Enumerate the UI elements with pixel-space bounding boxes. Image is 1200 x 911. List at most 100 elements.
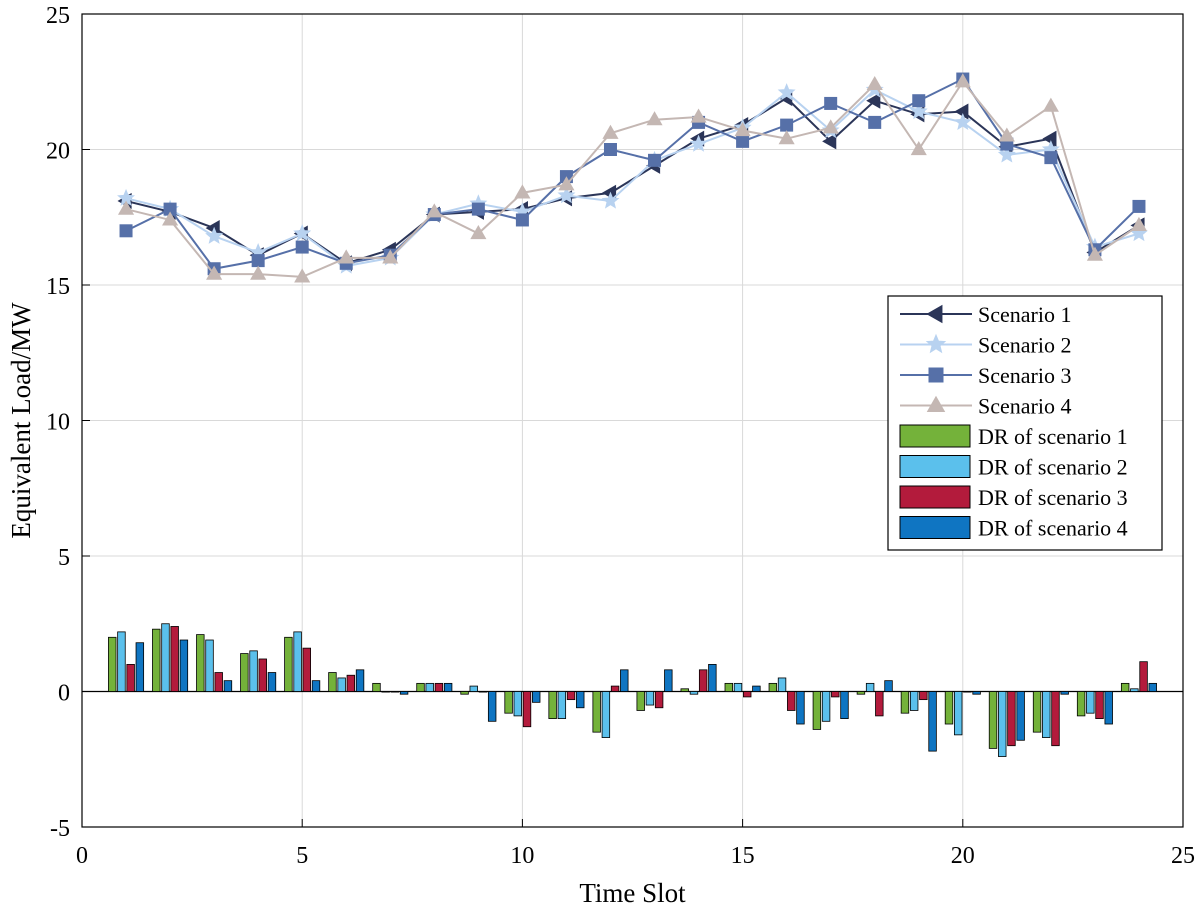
scenario-1-point	[1042, 130, 1057, 147]
dr-bar-scenario-3	[1139, 661, 1148, 692]
dr-bar-scenario-1	[988, 691, 998, 749]
dr-bar-scenario-1	[240, 653, 249, 692]
dr-bar-scenario-2	[645, 691, 655, 706]
dr-bar-scenario-1	[900, 691, 910, 714]
dr-bar-scenario-2	[1130, 688, 1139, 692]
legend-swatch	[899, 485, 971, 509]
scenario-4-point	[338, 249, 355, 264]
dr-bar-scenario-4	[708, 664, 717, 692]
dr-bar-scenario-2	[909, 691, 919, 711]
dr-bar-scenario-3	[1051, 691, 1060, 747]
dr-bar-scenario-1	[680, 688, 689, 692]
scenario-4-point	[734, 122, 751, 137]
scenario-2-point	[293, 224, 312, 242]
dr-bar-scenario-2	[733, 682, 743, 692]
dr-bar-scenario-4	[267, 672, 277, 692]
dr-bar-scenario-1	[504, 691, 513, 714]
legend-swatch	[899, 424, 971, 448]
legend-label: DR of scenario 2	[978, 455, 1128, 480]
y-tick-label: 20	[46, 139, 70, 165]
dr-bar-scenario-4	[884, 680, 893, 692]
dr-bar-scenario-3	[170, 626, 179, 692]
scenario-4-point	[470, 225, 487, 240]
y-tick-label: -5	[50, 816, 70, 842]
scenario-2-point	[997, 145, 1016, 163]
legend-item-scenario-4: Scenario 4	[900, 394, 1071, 419]
dr-bar-scenario-4	[1104, 691, 1113, 725]
scenario-3-point	[912, 94, 926, 108]
legend-item-dr-scenario-1: DR of scenario 1	[899, 424, 1128, 449]
dr-bar-scenario-4	[928, 691, 937, 752]
x-tick-label: 20	[951, 843, 975, 869]
dr-bar-scenario-4	[840, 691, 849, 720]
dr-bar-scenario-1	[944, 691, 954, 725]
legend-label: Scenario 3	[978, 363, 1071, 388]
dr-bar-scenario-2	[954, 691, 963, 736]
scenario-2-line	[125, 88, 1140, 268]
scenario-3-point	[1132, 199, 1146, 213]
x-tick-label: 5	[296, 843, 308, 869]
scenario-3-point	[824, 96, 838, 110]
scenario-4-point	[206, 265, 223, 280]
dr-bar-scenario-3	[610, 685, 620, 692]
scenario-4-point	[690, 108, 707, 123]
dr-bar-scenario-3	[698, 669, 708, 692]
dr-bar-scenario-2	[469, 685, 478, 692]
dr-bar-scenario-1	[196, 634, 205, 692]
dr-bar-scenario-1	[372, 682, 381, 692]
scenario-3-point	[471, 202, 485, 216]
dr-bar-scenario-3	[654, 691, 664, 709]
scenario-4-series	[117, 73, 1148, 283]
dr-bar-scenario-3	[478, 691, 488, 693]
scenario-4-point	[382, 249, 399, 264]
scenario-2-series	[117, 80, 1148, 274]
dr-bar-scenario-1	[1120, 682, 1130, 692]
x-axis-label: Time Slot	[579, 878, 686, 908]
legend-label: DR of scenario 3	[978, 485, 1128, 510]
dr-bar-scenario-1	[460, 691, 469, 695]
dr-bar-scenario-1	[1076, 691, 1086, 717]
scenario-4-point	[998, 127, 1015, 142]
dr-bar-scenario-2	[689, 691, 699, 695]
dr-bar-scenario-2	[337, 677, 346, 692]
dr-bar-scenario-1	[548, 691, 557, 720]
dr-bar-scenario-2	[293, 631, 302, 692]
scenario-3-point	[119, 224, 133, 238]
dr-bar-scenario-3	[302, 647, 311, 692]
dr-bar-scenario-3	[743, 691, 752, 698]
dr-bar-scenario-4	[532, 691, 541, 703]
dr-bar-scenario-1	[856, 691, 866, 695]
dr-bar-scenario-4	[796, 691, 805, 725]
dr-bar-scenario-2	[117, 631, 126, 692]
dr-bar-scenario-2	[1042, 691, 1051, 738]
scenario-4-point	[1042, 97, 1059, 112]
y-tick-label: 10	[46, 410, 70, 436]
dr-bar-scenario-1	[1032, 691, 1042, 733]
scenario-1-point	[866, 92, 881, 109]
dr-bar-scenario-2	[161, 623, 170, 692]
dr-bar-scenario-1	[636, 691, 645, 711]
dr-bar-scenario-1	[416, 682, 425, 692]
scenario-4-point	[1130, 216, 1148, 231]
legend-marker	[926, 304, 943, 324]
dr-bar-scenario-4	[972, 691, 981, 695]
dr-bar-scenario-4	[399, 691, 409, 695]
legend: Scenario 1 Scenario 2 Scenario 3 Scenario 4…	[887, 295, 1163, 551]
scenario-2-point	[601, 191, 620, 209]
dr-bar-scenario-4	[179, 639, 189, 692]
scenario-3-point	[515, 213, 529, 227]
legend-item-dr-scenario-3: DR of scenario 3	[899, 485, 1128, 510]
dr-bar-scenario-3	[787, 691, 796, 711]
dr-bar-scenario-3	[390, 691, 400, 693]
dr-bar-scenario-2	[601, 691, 611, 738]
legend-item-scenario-2: Scenario 2	[900, 333, 1071, 358]
dr-bar-scenario-1	[592, 691, 601, 733]
dr-bar-scenario-4	[620, 669, 629, 692]
dr-bar-scenario-2	[249, 650, 258, 692]
legend-item-dr-scenario-4: DR of scenario 4	[899, 516, 1128, 541]
legend-marker	[926, 395, 946, 412]
x-tick-label: 0	[76, 843, 88, 869]
scenario-3-point	[868, 115, 882, 129]
dr-bar-scenario-3	[522, 691, 532, 728]
